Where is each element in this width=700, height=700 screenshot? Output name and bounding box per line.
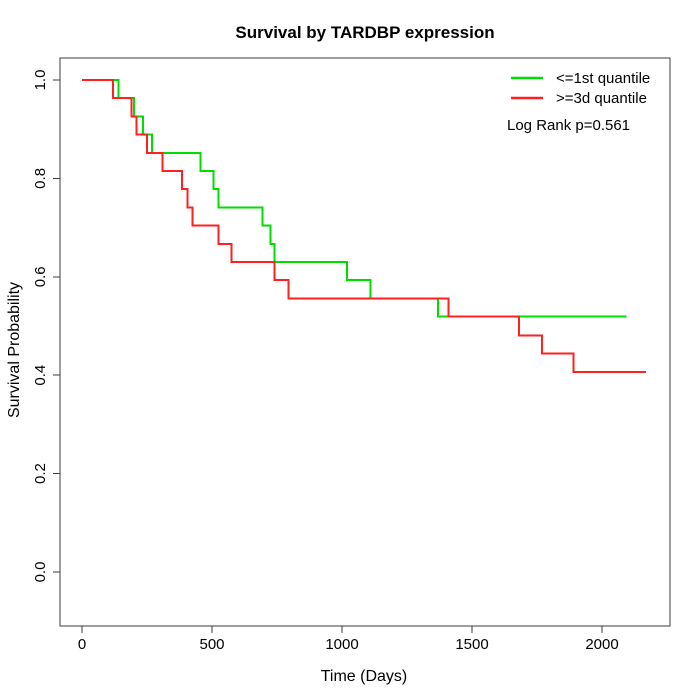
chart-title: Survival by TARDBP expression <box>235 23 494 42</box>
x-axis-title: Time (Days) <box>321 668 408 685</box>
plot-border <box>59 57 671 627</box>
km-curve-le-1st-quantile <box>82 79 627 318</box>
x-axis-tick-label: 500 <box>199 636 224 653</box>
x-axis-tick-label: 1500 <box>455 636 488 653</box>
x-axis-tick-label: 2000 <box>585 636 618 653</box>
x-axis-tick-label: 1000 <box>325 636 358 653</box>
y-axis-tick-label: 0.0 <box>32 562 49 583</box>
legend-label-quantile3: >=3d quantile <box>556 90 647 107</box>
km-curve-ge-3d-quantile <box>82 79 647 373</box>
y-axis-tick-label: 0.2 <box>32 463 49 484</box>
x-axis-tick-label: 0 <box>78 636 86 653</box>
legend: <=1st quantile >=3d quantile Log Rank p=… <box>507 70 650 134</box>
legend-label-quantile1: <=1st quantile <box>556 70 650 87</box>
y-axis-tick-label: 0.6 <box>32 266 49 287</box>
y-axis-tick-label: 1.0 <box>32 70 49 91</box>
logrank-annotation: Log Rank p=0.561 <box>507 117 630 134</box>
y-axis-tick-label: 0.4 <box>32 365 49 386</box>
km-curves <box>82 79 647 373</box>
y-axis-title: Survival Probability <box>6 282 23 418</box>
axes: 0 500 1000 1500 2000 0.0 0.2 0.4 0.6 0.8 1.0 <box>32 70 619 653</box>
y-axis-tick-label: 0.8 <box>32 168 49 189</box>
